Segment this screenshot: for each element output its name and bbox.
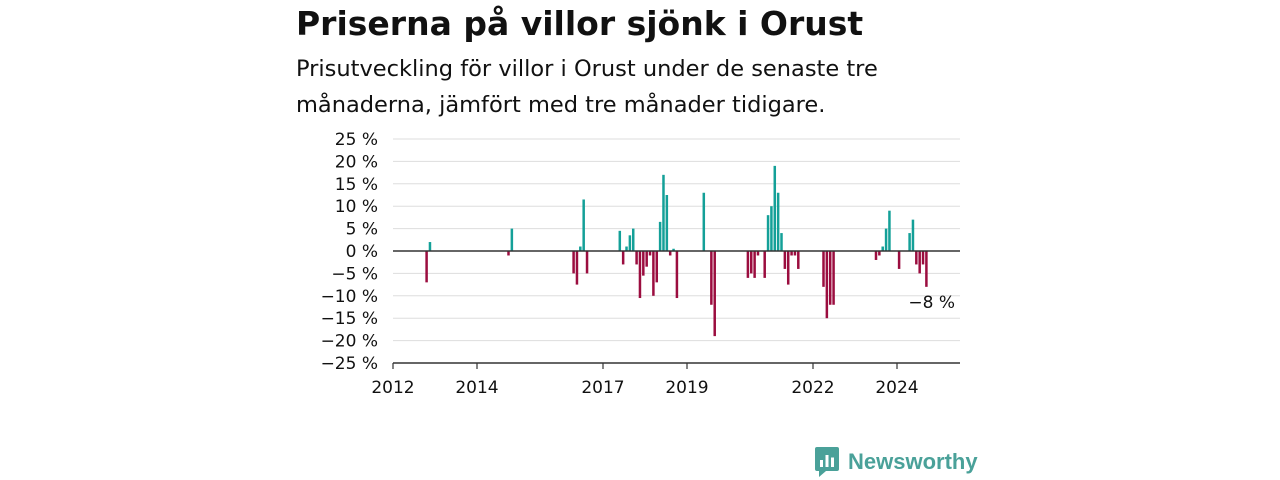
bar — [582, 199, 585, 251]
y-tick-label: −10 % — [321, 287, 378, 307]
bar — [631, 228, 635, 251]
bar — [832, 251, 835, 305]
bar — [783, 251, 787, 269]
chart-title: Priserna på villor sjönk i Orust — [296, 4, 864, 43]
bar — [797, 251, 800, 269]
y-tick-label: 15 % — [335, 175, 378, 195]
x-tick-label: 2022 — [791, 378, 834, 398]
bar — [770, 206, 773, 251]
bar — [753, 251, 756, 278]
bar — [897, 251, 901, 269]
bar — [746, 251, 750, 278]
bar — [507, 251, 510, 256]
y-tick-label: 0 % — [346, 242, 378, 262]
bar — [911, 219, 915, 251]
x-tick-label: 2012 — [371, 378, 414, 398]
y-tick-label: 25 % — [335, 130, 378, 150]
bar — [652, 251, 655, 296]
bar — [763, 251, 766, 278]
bar — [658, 221, 662, 251]
x-tick-label: 2024 — [875, 378, 918, 398]
bar — [585, 251, 589, 274]
bar — [668, 251, 672, 256]
bar — [881, 246, 884, 251]
last-value-annotation: −8 % — [908, 293, 955, 313]
bar — [618, 230, 622, 251]
bar — [878, 251, 881, 256]
bar — [884, 228, 888, 251]
bar — [635, 251, 638, 265]
bar — [710, 251, 713, 305]
bar — [575, 251, 579, 285]
y-tick-label: 20 % — [335, 152, 378, 172]
bar — [642, 251, 645, 276]
bar — [756, 251, 760, 256]
bar — [579, 246, 582, 251]
y-tick-label: −25 % — [321, 354, 378, 374]
bar — [776, 192, 780, 251]
bar — [915, 251, 918, 265]
x-tick-label: 2019 — [665, 378, 708, 398]
bars — [425, 165, 928, 337]
bar — [793, 251, 797, 256]
brand-logo[interactable]: Newsworthy — [814, 446, 978, 478]
bar — [655, 251, 659, 283]
bar — [822, 251, 825, 287]
bar — [638, 251, 642, 299]
bar — [921, 251, 925, 265]
chart-subtitle: Prisutveckling för villor i Orust under … — [296, 56, 878, 118]
bar — [825, 251, 829, 319]
bar — [625, 246, 628, 251]
brand-name: Newsworthy — [848, 449, 978, 474]
bar — [766, 215, 770, 251]
axes — [392, 250, 960, 369]
x-tick-label: 2017 — [581, 378, 624, 398]
bar — [713, 251, 716, 337]
bar — [662, 174, 665, 251]
bar — [510, 228, 514, 251]
bar — [773, 165, 777, 251]
y-tick-label: 5 % — [346, 220, 378, 240]
bar — [918, 251, 921, 274]
bar — [672, 248, 675, 251]
bar — [828, 251, 832, 305]
bar — [750, 251, 753, 274]
y-tick-label: −5 % — [331, 264, 378, 284]
bar — [428, 242, 432, 251]
bar — [665, 195, 669, 251]
y-tick-label: −15 % — [321, 309, 378, 329]
bar — [675, 251, 679, 299]
bar — [702, 192, 706, 251]
bar — [780, 233, 783, 251]
bar — [648, 251, 652, 256]
bar — [425, 251, 428, 283]
y-tick-label: −20 % — [321, 332, 378, 352]
newsworthy-logo-icon — [815, 447, 839, 477]
bar — [645, 251, 648, 267]
tick-labels: 25 %20 % 15 %10 % 5 %0 %−5 % −10 %−15 % −20 … — [321, 130, 919, 398]
x-tick-label: 2014 — [455, 378, 498, 398]
bar — [888, 210, 891, 251]
bar — [621, 251, 625, 265]
bar — [874, 251, 878, 260]
bar — [925, 251, 928, 287]
bar — [790, 251, 793, 256]
bar — [786, 251, 790, 285]
bar — [572, 251, 575, 274]
bar — [908, 233, 911, 251]
y-tick-label: 10 % — [335, 197, 378, 217]
bar — [628, 235, 632, 251]
